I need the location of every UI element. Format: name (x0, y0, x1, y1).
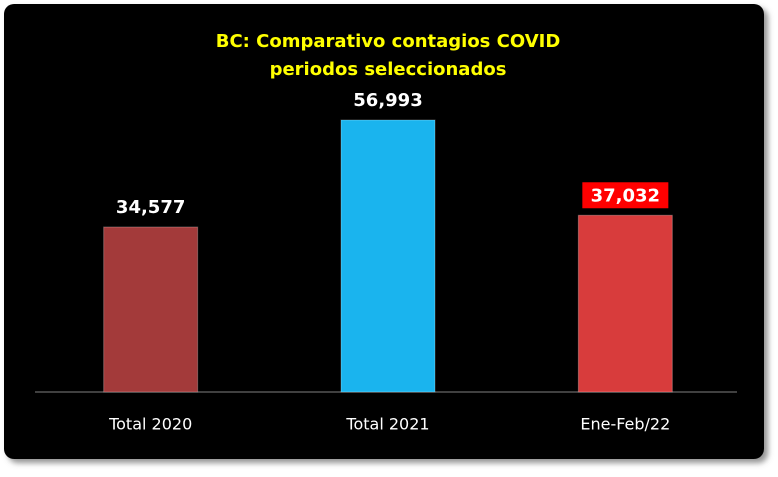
bar (103, 226, 199, 393)
chart-title: periodos seleccionados (270, 59, 507, 80)
chart-title: BC: Comparativo contagios COVID (216, 31, 561, 52)
x-tick-label: Total 2021 (345, 415, 429, 434)
value-label-box (582, 182, 669, 209)
bar (340, 119, 436, 393)
bar (577, 214, 673, 393)
x-tick-label: Total 2020 (108, 415, 192, 434)
value-label: 56,993 (353, 90, 422, 111)
x-tick-label: Ene-Feb/22 (580, 415, 670, 434)
value-label: 37,032 (591, 185, 660, 206)
value-label: 34,577 (116, 197, 185, 218)
